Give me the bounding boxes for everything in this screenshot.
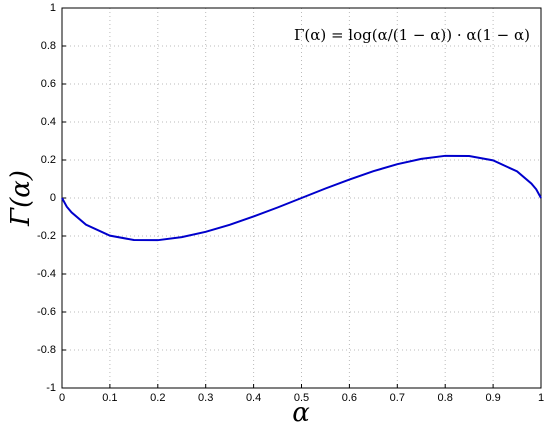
x-tick-label: 0.2 bbox=[150, 392, 165, 404]
y-tick-label: -0.2 bbox=[37, 230, 56, 242]
y-axis-label: Γ(α) bbox=[6, 170, 36, 227]
y-tick-label: 0.8 bbox=[41, 40, 56, 52]
x-tick-label: 0.7 bbox=[390, 392, 405, 404]
x-tick-label: 0.9 bbox=[485, 392, 500, 404]
y-tick-label: -0.6 bbox=[37, 306, 56, 318]
y-tick-label: -0.8 bbox=[37, 344, 56, 356]
x-tick-label: 0.5 bbox=[294, 392, 309, 404]
y-tick-label: 0 bbox=[50, 192, 56, 204]
y-tick-label: -1 bbox=[46, 382, 56, 394]
x-tick-label: 1 bbox=[538, 392, 544, 404]
line bbox=[61, 154, 542, 242]
y-tick-label: 0.2 bbox=[41, 154, 56, 166]
y-tick-label: 0.6 bbox=[41, 78, 56, 90]
y-tick-label: 0.4 bbox=[41, 116, 56, 128]
x-tick-label: 0.4 bbox=[246, 392, 261, 404]
y-tick-label: 1 bbox=[50, 2, 56, 14]
annotation: Γ(α) = log(α/(1 − α)) · α(1 − α) bbox=[294, 26, 530, 44]
x-tick-label: 0 bbox=[59, 392, 65, 404]
x-axis-label: α bbox=[292, 398, 310, 428]
x-tick-label: 0.6 bbox=[342, 392, 357, 404]
y-tick-label: -0.4 bbox=[37, 268, 56, 280]
x-tick-label: 0.8 bbox=[438, 392, 453, 404]
x-tick-label: 0.3 bbox=[198, 392, 213, 404]
x-tick-label: 0.1 bbox=[102, 392, 117, 404]
